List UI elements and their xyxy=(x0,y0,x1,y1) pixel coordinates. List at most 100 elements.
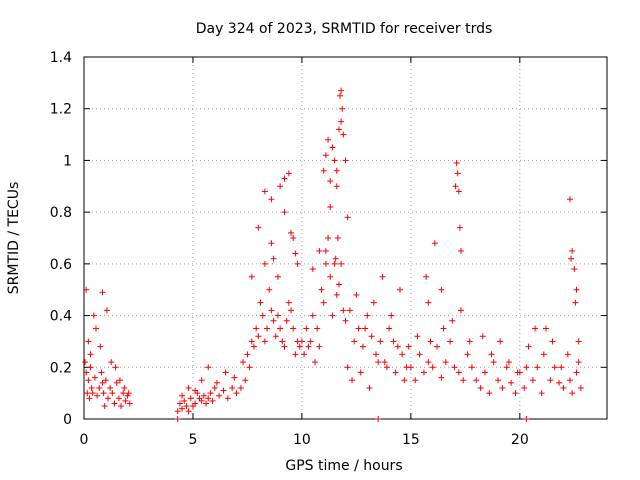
data-point xyxy=(120,390,127,397)
data-point xyxy=(333,183,340,190)
data-point xyxy=(99,379,106,386)
data-point xyxy=(396,286,403,293)
data-point xyxy=(98,369,105,376)
data-point xyxy=(207,390,214,397)
data-point xyxy=(285,170,292,177)
data-point xyxy=(109,390,116,397)
data-point xyxy=(434,343,441,350)
data-point xyxy=(375,359,382,366)
axis-ticks: 0 0.2 0.4 0.6 0.8 1 1.2 1.4 0 5 10 15 20 xyxy=(50,50,607,448)
data-point xyxy=(325,235,332,241)
data-point xyxy=(327,203,334,210)
y-tick-label: 1.2 xyxy=(50,102,72,118)
data-point xyxy=(125,390,132,397)
data-point xyxy=(116,377,123,384)
x-axis-label: GPS time / hours xyxy=(285,458,402,474)
data-point xyxy=(355,325,362,332)
data-point xyxy=(331,157,338,164)
data-point xyxy=(366,384,373,391)
data-point xyxy=(337,92,344,99)
data-point xyxy=(181,397,188,404)
data-point xyxy=(468,364,475,371)
data-point xyxy=(571,266,578,273)
y-tick-label: 0.4 xyxy=(50,309,72,325)
data-point xyxy=(572,299,579,306)
data-point xyxy=(514,369,521,376)
data-point xyxy=(368,333,375,340)
data-point xyxy=(87,364,94,371)
data-point xyxy=(108,359,115,366)
plot-frame xyxy=(83,56,608,420)
data-point xyxy=(307,338,314,345)
data-point xyxy=(270,255,277,262)
data-point xyxy=(353,291,360,298)
data-point xyxy=(338,118,345,125)
data-point xyxy=(322,260,329,267)
data-point xyxy=(257,299,264,306)
data-point xyxy=(246,364,253,371)
data-point xyxy=(318,286,325,293)
data-point xyxy=(311,359,318,366)
data-points xyxy=(82,87,584,422)
data-point xyxy=(547,377,554,384)
data-point xyxy=(309,266,316,273)
data-point xyxy=(288,307,295,314)
data-point xyxy=(373,351,380,358)
data-point xyxy=(466,338,473,345)
data-point xyxy=(320,167,327,174)
data-point xyxy=(248,273,255,280)
data-point xyxy=(525,343,532,350)
data-point xyxy=(87,351,94,358)
data-point xyxy=(573,286,580,293)
data-point xyxy=(229,384,236,391)
data-point xyxy=(327,273,334,280)
data-point xyxy=(107,384,114,391)
data-point xyxy=(364,312,371,319)
data-point xyxy=(301,351,308,358)
data-point xyxy=(268,307,275,314)
data-point xyxy=(292,250,299,257)
data-point xyxy=(88,384,95,391)
data-point xyxy=(569,390,576,397)
data-point xyxy=(342,317,349,324)
data-point xyxy=(488,351,495,358)
data-point xyxy=(213,379,220,386)
x-tick-label: 0 xyxy=(80,432,89,448)
data-point xyxy=(335,126,342,133)
data-point xyxy=(412,377,419,384)
data-point xyxy=(198,397,205,404)
data-point xyxy=(322,247,329,254)
data-point xyxy=(429,364,436,371)
y-tick-label: 0.8 xyxy=(50,205,72,221)
data-point xyxy=(124,392,131,399)
data-point xyxy=(497,338,504,345)
data-point xyxy=(349,377,356,384)
data-point xyxy=(564,351,571,358)
data-point xyxy=(183,403,190,410)
data-point xyxy=(220,387,227,394)
data-point xyxy=(481,369,488,376)
data-point xyxy=(268,240,275,247)
data-point xyxy=(303,325,310,332)
data-point xyxy=(281,209,288,216)
data-point xyxy=(122,397,129,404)
data-point xyxy=(512,390,519,397)
data-point xyxy=(447,338,454,345)
data-point xyxy=(255,333,262,340)
data-point xyxy=(90,312,97,319)
data-point xyxy=(425,299,432,306)
data-point xyxy=(211,384,218,391)
data-point xyxy=(231,374,238,381)
data-point xyxy=(261,338,268,345)
data-point xyxy=(261,260,268,267)
data-point xyxy=(427,338,434,345)
data-point xyxy=(209,397,216,404)
data-point xyxy=(198,377,205,384)
data-point xyxy=(333,291,340,298)
data-point xyxy=(340,307,347,314)
data-point xyxy=(89,390,96,397)
data-point xyxy=(325,136,332,143)
data-point xyxy=(331,260,338,267)
data-point xyxy=(179,405,186,412)
